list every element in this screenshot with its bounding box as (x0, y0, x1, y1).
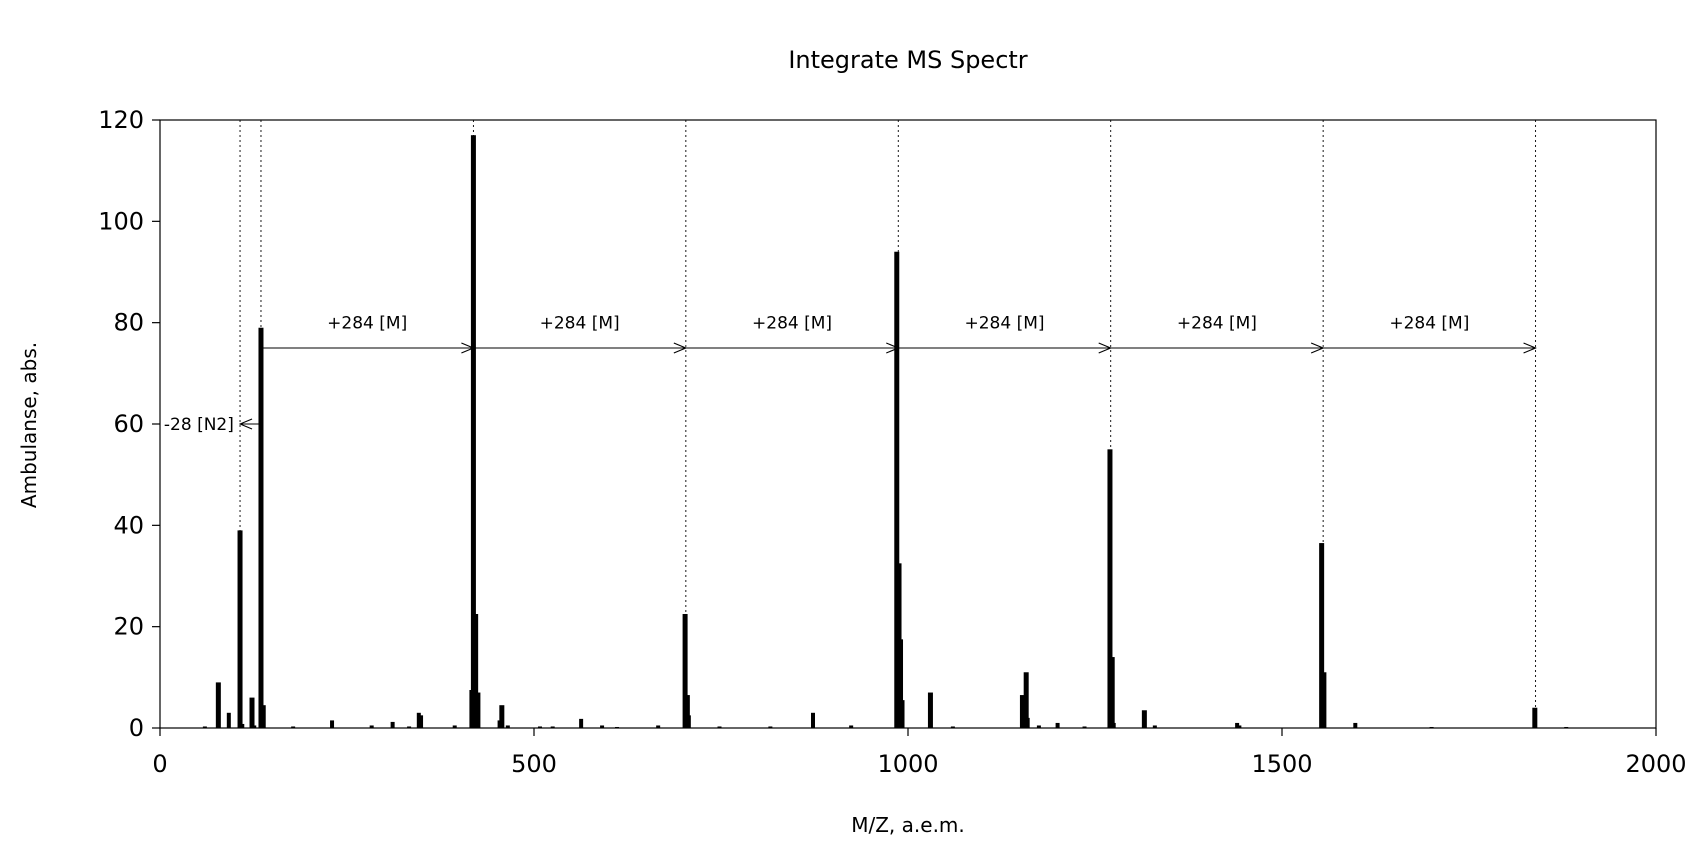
peak-bar-32 (686, 715, 691, 728)
peak-bar-48 (1082, 726, 1087, 728)
annotation-label-5: +284 [M] (1177, 314, 1257, 334)
peak-bar-54 (1235, 722, 1240, 728)
annotation-label-6: +284 [M] (1389, 314, 1469, 334)
annotation-label-2: +284 [M] (540, 314, 620, 334)
peak-bar-43 (1019, 695, 1025, 728)
annotation-label-0: -28 [N2] (164, 415, 234, 435)
peak-bar-0 (202, 726, 207, 728)
peak-bar-34 (768, 726, 773, 728)
reference-lines (239, 120, 1537, 728)
plot-frame (159, 119, 1657, 729)
annotation-label-1: +284 [M] (327, 314, 407, 334)
peak-bar-14 (416, 712, 421, 728)
spectrum-peaks (202, 135, 1569, 728)
peak-bar-25 (550, 726, 555, 728)
peak-bar-41 (927, 692, 933, 728)
peak-bar-1 (215, 682, 221, 728)
peak-bar-60 (1532, 707, 1538, 728)
x-tick-label-3: 1500 (1251, 750, 1312, 778)
peak-bar-18 (470, 135, 476, 728)
peak-bar-37 (894, 251, 900, 728)
peak-bar-51 (1111, 722, 1116, 728)
peak-bar-24 (537, 726, 542, 728)
peak-bar-58 (1353, 722, 1358, 728)
peak-bar-39 (898, 639, 904, 728)
peak-bar-47 (1055, 722, 1060, 728)
y-tick-label-2: 40 (113, 511, 144, 539)
peak-bar-16 (452, 725, 457, 728)
peak-bar-11 (369, 725, 374, 728)
annotations: -28 [N2] +284 [M] +284 [M] +284 [M] +284 [M]… (164, 314, 1536, 435)
peak-bar-36 (849, 725, 854, 728)
chart-title: Integrate MS Spectr (788, 46, 1027, 74)
peak-bar-15 (419, 715, 424, 728)
peak-bar-19 (473, 614, 479, 728)
peak-bar-13 (407, 726, 412, 728)
x-axis-label: M/Z, a.e.m. (851, 813, 965, 837)
peak-bar-7 (258, 327, 264, 728)
peak-bar-26 (579, 718, 584, 728)
y-axis-ticks: 0 20 40 60 80 100 120 (98, 106, 160, 742)
peak-bar-42 (950, 726, 955, 728)
y-tick-label-6: 120 (98, 106, 144, 134)
x-tick-label-1: 500 (511, 750, 557, 778)
y-tick-label-3: 60 (113, 410, 144, 438)
peak-bar-46 (1036, 725, 1041, 728)
peak-bar-52 (1141, 710, 1147, 728)
x-axis-ticks: 0 500 1000 1500 2000 (152, 728, 1687, 778)
peak-bar-12 (390, 721, 395, 728)
y-tick-label-1: 20 (113, 613, 144, 641)
peak-bar-33 (717, 726, 722, 728)
x-tick-label-2: 1000 (877, 750, 938, 778)
peak-bar-35 (811, 712, 816, 728)
peak-bar-40 (899, 700, 905, 728)
peak-bar-30 (682, 614, 688, 728)
peak-bar-20 (475, 692, 481, 728)
peak-bar-50 (1109, 657, 1115, 728)
peak-bar-45 (1025, 717, 1030, 728)
peak-bar-2 (226, 712, 231, 728)
peak-bar-56 (1319, 543, 1325, 728)
y-tick-label-5: 100 (98, 207, 144, 235)
peak-bar-4 (240, 723, 245, 728)
peak-bar-57 (1321, 672, 1327, 728)
annotation-label-4: +284 [M] (964, 314, 1044, 334)
peak-bar-3 (237, 530, 243, 728)
peak-bar-9 (291, 726, 296, 728)
peak-bar-31 (684, 695, 690, 728)
peak-bar-29 (656, 725, 661, 728)
y-tick-label-0: 0 (129, 714, 144, 742)
x-tick-label-4: 2000 (1625, 750, 1686, 778)
y-axis-label: Ambulanse, abs. (17, 342, 41, 508)
peak-bar-5 (249, 697, 255, 728)
annotation-label-3: +284 [M] (752, 314, 832, 334)
y-tick-label-4: 80 (113, 309, 144, 337)
peak-bar-23 (505, 725, 510, 728)
peak-bar-44 (1023, 672, 1029, 728)
peak-bar-22 (499, 705, 505, 728)
peak-bar-49 (1107, 449, 1113, 728)
peak-bar-55 (1237, 725, 1242, 728)
peak-bar-10 (330, 720, 335, 728)
peak-bar-6 (252, 725, 257, 728)
peak-bar-53 (1152, 725, 1157, 728)
peak-bar-27 (600, 725, 605, 728)
x-tick-label-0: 0 (152, 750, 167, 778)
peak-bar-8 (260, 705, 266, 728)
